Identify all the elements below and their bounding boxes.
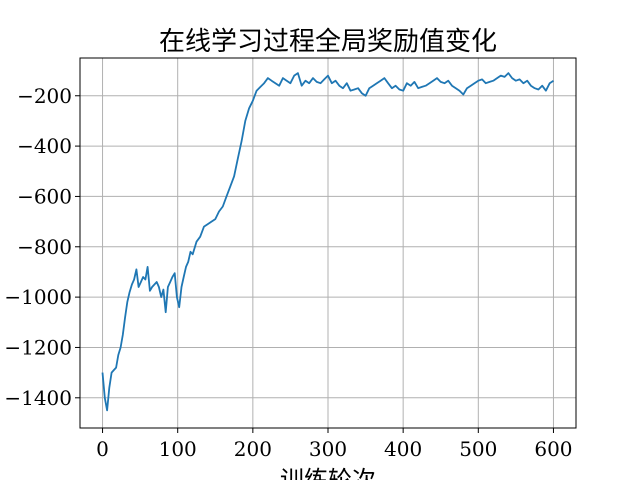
y-tick-label: −800 <box>17 235 72 259</box>
y-tick-label: −400 <box>17 134 72 158</box>
x-tick-label: 200 <box>234 437 272 461</box>
x-axis-label: 训练轮次 <box>280 466 376 480</box>
x-tick-label: 300 <box>309 437 347 461</box>
y-tick-label: −200 <box>17 84 72 108</box>
y-tick-label: −1400 <box>4 386 72 410</box>
x-tick-label: 400 <box>384 437 422 461</box>
series-line <box>101 72 554 412</box>
x-tick-label: 500 <box>459 437 497 461</box>
chart-title: 在线学习过程全局奖励值变化 <box>159 27 497 57</box>
x-tick-label: 600 <box>534 437 572 461</box>
grid <box>80 58 576 428</box>
y-tick-label: −1200 <box>4 335 72 359</box>
x-axis: 0 100 200 300 400 500 600 <box>96 428 573 461</box>
y-tick-label: −600 <box>17 184 72 208</box>
y-axis: −1400 −1200 −1000 −800 −600 −400 −200 <box>4 84 80 410</box>
x-tick-label: 100 <box>159 437 197 461</box>
series-layer <box>101 72 554 412</box>
x-tick-label: 0 <box>96 437 109 461</box>
y-tick-label: −1000 <box>4 285 72 309</box>
